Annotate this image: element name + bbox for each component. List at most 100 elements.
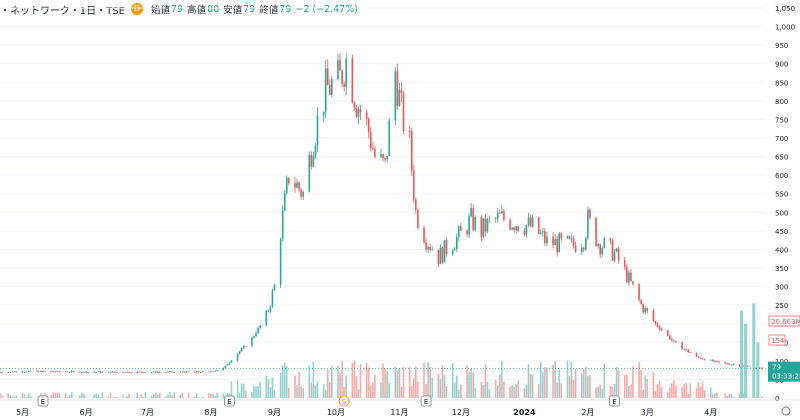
volume-bar: [212, 393, 214, 398]
candle: [652, 310, 655, 322]
volume-bar: [236, 380, 239, 398]
candle: [308, 154, 311, 192]
candle: [337, 60, 339, 80]
candle: [468, 216, 470, 235]
volume-bar: [415, 366, 417, 398]
candle: [240, 348, 243, 352]
candle: [415, 199, 417, 210]
candle: [755, 368, 757, 369]
volume-bar: [9, 395, 12, 398]
volume-bar: [709, 387, 712, 398]
volume-bar: [658, 381, 661, 398]
month-label: 9月: [268, 408, 281, 417]
volume-bar: [400, 386, 403, 398]
candle: [746, 366, 749, 368]
low-label: 安値: [223, 5, 243, 16]
month-label: 3月: [641, 408, 654, 417]
volume-bar: [673, 380, 675, 398]
candle: [331, 79, 333, 95]
volume-bar: [326, 369, 329, 398]
change-value: −2 (−2.47%): [295, 3, 358, 15]
candle: [173, 371, 175, 373]
volume-bar: [566, 360, 569, 398]
volume-bar: [441, 365, 444, 398]
candle: [470, 208, 472, 217]
volume-bar: [128, 393, 130, 398]
candle: [480, 216, 483, 237]
volume-bar: [99, 396, 102, 398]
candle: [355, 107, 358, 117]
volume-bar: [638, 362, 640, 398]
volume-bar: [695, 388, 698, 398]
candle: [582, 247, 585, 250]
volume-bar: [79, 395, 81, 398]
volume-bar: [468, 372, 470, 398]
candle: [697, 356, 700, 358]
volume-bar: [609, 386, 612, 398]
volume-bar: [285, 365, 288, 398]
candle: [484, 218, 487, 232]
volume-bar: [615, 366, 618, 398]
candle: [302, 191, 304, 197]
volume-bar: [341, 361, 343, 398]
volume-bar: [15, 395, 18, 398]
volume-bar: [13, 396, 16, 398]
volume-bar: [167, 394, 169, 398]
price-tick-label: 1,000: [775, 24, 795, 32]
volume-bar: [115, 397, 118, 398]
volume-bar: [568, 375, 571, 398]
candle: [472, 208, 474, 230]
candle: [384, 158, 386, 160]
candle: [36, 370, 38, 372]
month-label: 11月: [390, 408, 408, 417]
candle: [50, 371, 53, 373]
candle: [542, 231, 544, 233]
volume-bar: [210, 393, 212, 398]
volume-bar: [499, 374, 501, 398]
volume-bar: [242, 383, 245, 398]
symbol-title[interactable]: ・ネットワーク・1日・TSE: [0, 5, 125, 17]
candle: [328, 85, 331, 95]
volume-bar: [697, 382, 700, 398]
candle: [201, 371, 204, 373]
volume-bar: [431, 377, 434, 398]
price-tick-label: 850: [775, 79, 788, 87]
volume-bar: [109, 392, 112, 398]
candle: [460, 226, 462, 231]
volume-bar: [66, 396, 69, 398]
volume-bar: [544, 367, 546, 398]
candle: [226, 364, 229, 366]
volume-bar: [195, 393, 198, 398]
candle: [408, 130, 411, 132]
candle: [660, 329, 663, 331]
candle: [515, 226, 517, 231]
volume-bar: [513, 386, 515, 398]
volume-tag: 20.663M: [771, 318, 800, 326]
candle: [669, 335, 671, 340]
candle: [183, 372, 186, 373]
candle: [560, 233, 563, 239]
candle: [185, 371, 188, 373]
volume-bar: [27, 393, 30, 398]
volume-bar: [156, 394, 159, 398]
candle: [236, 353, 239, 361]
candle: [761, 367, 763, 369]
candle: [7, 372, 9, 374]
volume-bar: [357, 389, 360, 398]
volume-bar: [703, 390, 706, 398]
candle: [537, 217, 540, 234]
volume-bar: [339, 373, 341, 398]
volume-bar: [136, 392, 139, 398]
low-value: 79: [243, 3, 256, 15]
volume-bar: [269, 387, 272, 398]
candle: [216, 370, 218, 371]
candle: [367, 119, 370, 132]
volume-bar: [253, 385, 255, 398]
candle: [23, 371, 26, 373]
candle: [25, 371, 28, 373]
candle: [210, 371, 212, 373]
volume-bar: [689, 383, 692, 398]
price-tick-label: 300: [775, 284, 788, 292]
candle: [113, 371, 116, 373]
